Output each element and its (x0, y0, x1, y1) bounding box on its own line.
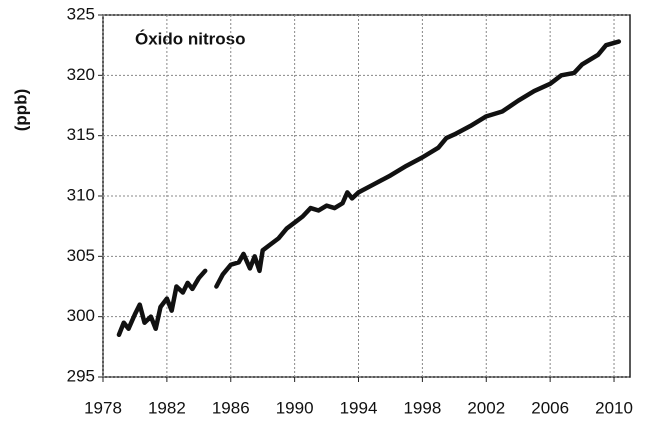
x-tick-label: 2006 (531, 398, 569, 417)
x-tick-label: 1990 (276, 398, 314, 417)
y-tick-label: 310 (67, 185, 95, 204)
x-tick-label: 2002 (467, 398, 505, 417)
x-tick-label: 1986 (212, 398, 250, 417)
y-axis-label: (ppb) (11, 89, 30, 131)
y-tick-label: 315 (67, 125, 95, 144)
x-tick-label: 1998 (403, 398, 441, 417)
y-tick-label: 320 (67, 65, 95, 84)
data-line (116, 39, 622, 338)
chart-title: Óxido nitroso (135, 29, 246, 48)
y-tick-label: 300 (67, 306, 95, 325)
x-tick-label: 2010 (595, 398, 633, 417)
x-tick-label: 1994 (340, 398, 378, 417)
plot-frame (102, 14, 631, 378)
x-tick-label: 1982 (148, 398, 186, 417)
y-tick-label: 295 (67, 366, 95, 385)
x-tick-label: 1978 (84, 398, 122, 417)
y-tick-label: 305 (67, 246, 95, 265)
y-tick-label: 325 (67, 4, 95, 23)
